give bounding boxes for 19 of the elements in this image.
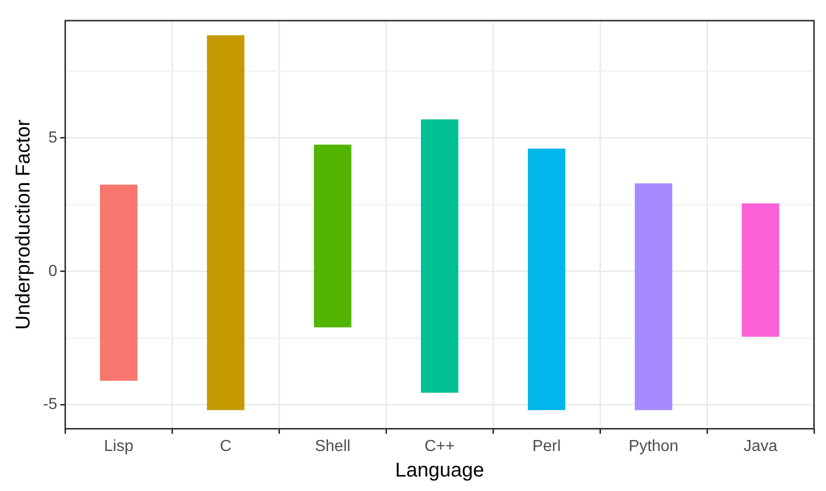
x-tick-label: Perl [532, 438, 561, 455]
bar [528, 148, 566, 410]
bar [206, 35, 244, 410]
y-axis-title: Underproduction Factor [12, 119, 35, 330]
y-tick-label: -5 [42, 396, 58, 414]
bar [314, 144, 352, 328]
x-tick-label: C++ [424, 438, 455, 455]
x-axis-title: Language [395, 460, 484, 482]
y-tick-label: 0 [48, 262, 58, 280]
y-tick-label: 5 [48, 129, 58, 146]
x-tick-label: Python [628, 438, 678, 455]
x-tick-label: Java [744, 438, 778, 455]
bar [634, 183, 672, 410]
x-tick-label: Shell [314, 438, 350, 455]
x-tick-label: Lisp [104, 438, 134, 455]
bar [420, 119, 458, 393]
x-tick-label: C [220, 438, 232, 455]
bar [100, 184, 138, 381]
bar [742, 203, 780, 337]
